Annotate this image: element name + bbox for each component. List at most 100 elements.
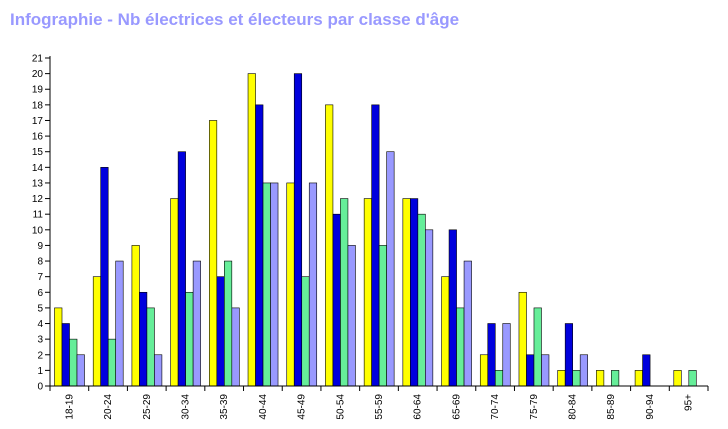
y-tick-label: 8 — [37, 257, 43, 268]
y-tick-label: 7 — [37, 272, 43, 283]
x-tick-label-85-89: 85-89 — [606, 394, 617, 420]
bar-65-69-series-2 — [448, 229, 457, 387]
bar-80-84-series-1 — [557, 370, 566, 387]
x-tick-label-20-24: 20-24 — [103, 394, 114, 420]
bars-layer — [54, 73, 697, 387]
bar-18-19-series-3 — [69, 338, 78, 387]
chart-title: Infographie - Nb électrices et électeurs… — [10, 10, 460, 29]
x-tick-label-90-94: 90-94 — [645, 394, 656, 420]
bar-50-54-series-1 — [325, 104, 334, 387]
y-tick-label: 11 — [33, 210, 44, 221]
bar-55-59-series-3 — [378, 245, 387, 387]
y-tick-label: 0 — [37, 382, 43, 393]
bar-25-29-series-2 — [139, 291, 148, 387]
y-tick-label: 20 — [32, 69, 44, 80]
bar-75-79-series-4 — [541, 354, 550, 387]
bar-50-54-series-2 — [332, 213, 341, 387]
bar-30-34-series-3 — [185, 291, 194, 387]
bar-25-29-series-1 — [131, 245, 140, 387]
bar-60-64-series-2 — [410, 198, 419, 387]
bar-80-84-series-2 — [564, 323, 573, 387]
bar-60-64-series-4 — [425, 229, 434, 387]
y-tick-label: 16 — [32, 132, 44, 143]
y-tick-label: 19 — [32, 85, 44, 96]
bar-25-29-series-3 — [146, 307, 155, 387]
bar-20-24-series-1 — [92, 276, 102, 387]
bar-18-19-series-2 — [61, 323, 70, 387]
bar-40-44-series-3 — [262, 182, 271, 387]
bar-75-79-series-3 — [533, 307, 542, 387]
y-tick-label: 10 — [32, 225, 44, 236]
y-tick-label: 9 — [37, 241, 43, 252]
bar-35-39-series-3 — [224, 260, 233, 387]
bar-30-34-series-4 — [192, 260, 201, 387]
y-tick-label: 17 — [32, 116, 44, 127]
bar-85-89-series-3 — [611, 370, 620, 387]
bar-55-59-series-4 — [386, 151, 395, 387]
x-tick-label-30-34: 30-34 — [180, 394, 191, 420]
bar-45-49-series-3 — [301, 276, 310, 387]
y-tick-label: 14 — [32, 163, 44, 174]
bar-50-54-series-4 — [347, 245, 356, 387]
bar-18-19-series-1 — [54, 307, 63, 387]
bar-55-59-series-2 — [371, 104, 380, 387]
y-tick-label: 12 — [32, 194, 44, 205]
bar-85-89-series-1 — [596, 370, 605, 387]
bar-70-74-series-1 — [479, 354, 489, 387]
bar-90-94-series-2 — [642, 354, 651, 387]
bar-75-79-series-1 — [518, 291, 527, 387]
bar-35-39-series-2 — [216, 276, 225, 387]
x-tick-label-60-64: 60-64 — [413, 394, 424, 420]
y-tick-label: 6 — [37, 288, 43, 299]
x-tick-label-40-44: 40-44 — [258, 394, 269, 420]
bar-50-54-series-3 — [340, 198, 349, 387]
x-tick-label-18-19: 18-19 — [64, 394, 75, 420]
y-tick-label: 4 — [37, 319, 43, 330]
y-tick-label: 21 — [32, 54, 44, 65]
bar-70-74-series-2 — [487, 323, 496, 387]
x-tick-label-70-74: 70-74 — [490, 394, 501, 420]
bar-45-49-series-2 — [293, 73, 303, 387]
y-tick-label: 18 — [32, 100, 44, 111]
bar-40-44-series-2 — [255, 104, 264, 387]
y-tick-label: 1 — [37, 366, 43, 377]
bar-20-24-series-4 — [115, 260, 124, 387]
bar-70-74-series-4 — [502, 323, 511, 387]
y-tick-label: 15 — [32, 147, 44, 158]
bar-65-69-series-1 — [441, 276, 450, 387]
bar-65-69-series-4 — [463, 260, 472, 387]
x-tick-label-45-49: 45-49 — [297, 394, 308, 420]
bar-80-84-series-4 — [579, 354, 588, 387]
bar-40-44-series-1 — [247, 73, 256, 387]
x-tick-label-95+: 95+ — [684, 394, 695, 411]
bar-45-49-series-1 — [286, 182, 295, 387]
y-tick-label: 13 — [32, 178, 44, 189]
bar-55-59-series-1 — [363, 198, 372, 387]
bar-90-94-series-1 — [634, 370, 643, 387]
x-tick-label-80-84: 80-84 — [568, 394, 579, 420]
bar-75-79-series-2 — [526, 354, 535, 387]
bar-60-64-series-3 — [417, 213, 426, 387]
bar-95+-series-3 — [688, 370, 697, 387]
bar-30-34-series-1 — [170, 198, 179, 387]
y-tick-label: 2 — [37, 350, 43, 361]
x-tick-label-25-29: 25-29 — [142, 394, 153, 420]
bar-20-24-series-2 — [100, 167, 109, 387]
x-tick-label-55-59: 55-59 — [374, 394, 385, 420]
bar-60-64-series-1 — [402, 198, 411, 387]
y-tick-label: 3 — [37, 335, 43, 346]
bar-25-29-series-4 — [154, 354, 163, 387]
bar-35-39-series-4 — [231, 307, 240, 387]
x-tick-label-35-39: 35-39 — [219, 394, 230, 420]
bar-40-44-series-4 — [270, 182, 279, 387]
bar-35-39-series-1 — [209, 120, 218, 387]
bar-70-74-series-3 — [494, 370, 504, 387]
bar-80-84-series-3 — [572, 370, 581, 387]
bar-18-19-series-4 — [76, 354, 85, 387]
x-tick-label-75-79: 75-79 — [529, 394, 540, 420]
bar-45-49-series-4 — [308, 182, 318, 387]
x-tick-label-65-69: 65-69 — [451, 394, 462, 420]
bar-65-69-series-3 — [456, 307, 465, 387]
